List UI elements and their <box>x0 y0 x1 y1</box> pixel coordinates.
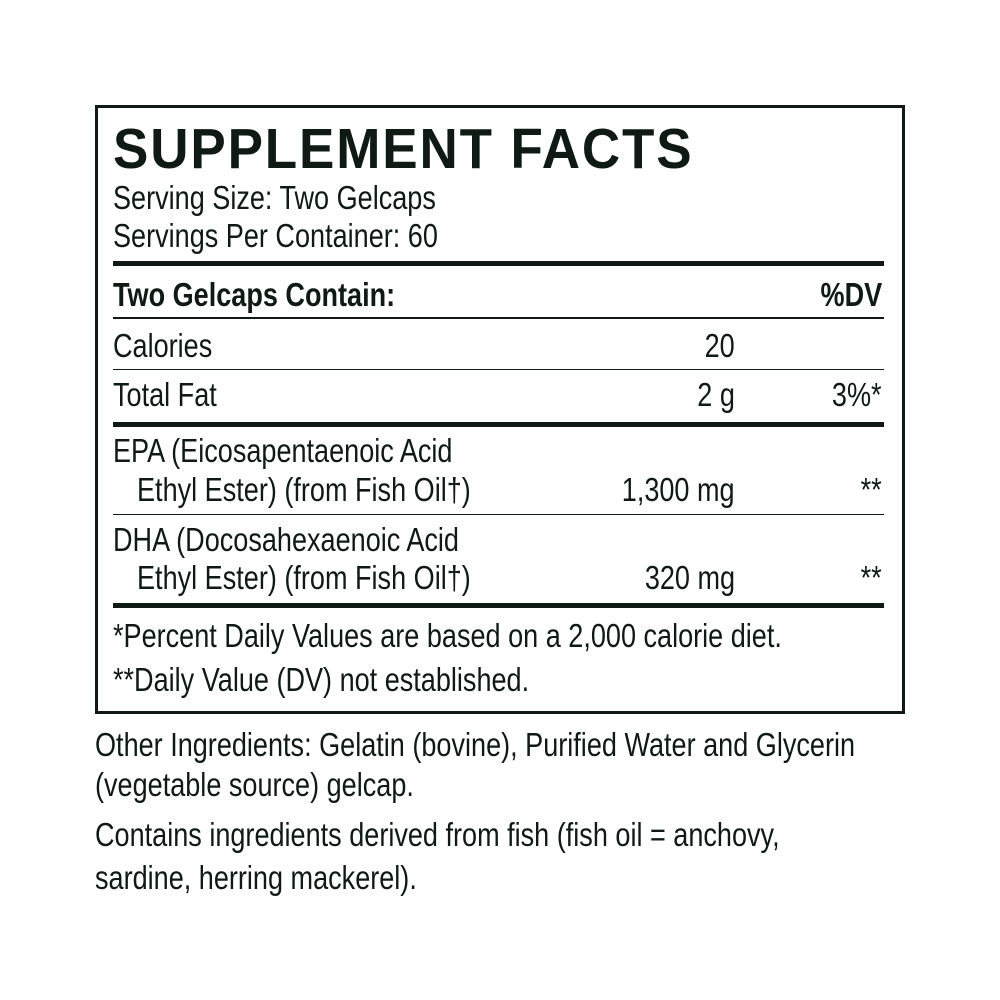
row-amount-total-fat: 2 g <box>697 376 735 413</box>
row-amount-dha: 320 mg <box>644 559 735 596</box>
row-amount-epa: 1,300 mg <box>622 471 735 508</box>
servings-per-container: Servings Per Container: 60 <box>113 217 438 254</box>
footnote-not-established: **Daily Value (DV) not established. <box>113 661 530 698</box>
row-name-epa-cont: Ethyl Ester) (from Fish Oil†) <box>137 471 471 508</box>
divider <box>113 317 884 319</box>
supplement-facts-panel <box>95 105 905 714</box>
row-name-epa: EPA (Eicosapentaenoic Acid <box>113 432 453 469</box>
row-amount-calories: 20 <box>704 327 735 364</box>
divider <box>113 514 884 515</box>
row-dv-total-fat: 3%* <box>832 376 882 413</box>
row-dv-dha: ** <box>860 559 882 596</box>
row-name-total-fat: Total Fat <box>113 376 217 413</box>
row-name-calories: Calories <box>113 327 213 364</box>
other-ingredients: Other Ingredients: Gelatin (bovine), Pur… <box>95 726 856 763</box>
divider <box>113 422 884 427</box>
amount-header: Two Gelcaps Contain: <box>113 276 396 313</box>
allergen-statement-cont: sardine, herring mackerel). <box>95 859 417 896</box>
divider <box>113 603 884 608</box>
allergen-statement: Contains ingredients derived from fish (… <box>95 816 780 853</box>
other-ingredients-cont: (vegetable source) gelcap. <box>95 766 414 803</box>
divider <box>113 261 884 266</box>
row-dv-epa: ** <box>860 471 882 508</box>
divider <box>113 369 884 370</box>
row-name-dha-cont: Ethyl Ester) (from Fish Oil†) <box>137 559 471 596</box>
footnote-dv: *Percent Daily Values are based on a 2,0… <box>113 617 782 654</box>
row-name-dha: DHA (Docosahexaenoic Acid <box>113 521 459 558</box>
dv-header: %DV <box>820 276 882 313</box>
panel-title: SUPPLEMENT FACTS <box>113 117 694 181</box>
serving-size: Serving Size: Two Gelcaps <box>113 179 436 216</box>
